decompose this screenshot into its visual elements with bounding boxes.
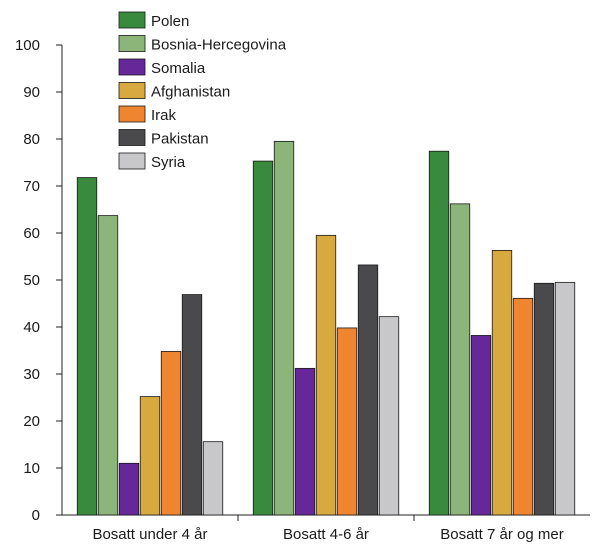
bar — [273, 140, 295, 516]
legend-label: Bosnia-Hercegovina — [151, 37, 287, 54]
bar — [181, 294, 203, 516]
y-tick-label: 50 — [23, 272, 40, 289]
y-tick-label: 20 — [23, 413, 40, 430]
bar — [202, 441, 224, 516]
legend-label: Afghanistan — [151, 84, 230, 101]
bar — [378, 316, 400, 516]
legend-swatch — [118, 129, 146, 146]
bar — [357, 264, 379, 516]
chart-axes: 0 10 20 30 40 50 60 70 80 90 100 Bosatt under 4 år B… — [15, 37, 590, 543]
legend-label: Syria — [151, 154, 186, 171]
legend-swatch — [118, 11, 146, 29]
bar — [428, 150, 450, 516]
y-tick-label: 10 — [23, 460, 40, 477]
chart-legend: Polen Bosnia-Hercegovina Somalia Afghanista… — [118, 11, 287, 171]
bar — [118, 462, 140, 516]
x-category-label: Bosatt 7 år og mer — [440, 526, 563, 543]
bar — [512, 297, 534, 516]
y-tick-label: 100 — [15, 37, 40, 54]
y-tick-label: 0 — [32, 507, 40, 524]
bar — [491, 249, 513, 516]
bar — [470, 335, 492, 516]
y-tick-label: 70 — [23, 178, 40, 195]
bar — [252, 160, 274, 516]
bar — [533, 282, 555, 516]
legend-label: Somalia — [151, 60, 206, 77]
chart-bars — [76, 140, 576, 516]
bar — [449, 203, 471, 516]
legend-swatch — [118, 152, 146, 170]
y-tick-label: 90 — [23, 84, 40, 101]
y-tick-label: 80 — [23, 131, 40, 148]
bar — [76, 177, 98, 516]
legend-swatch — [118, 35, 146, 52]
y-tick-label: 40 — [23, 319, 40, 336]
x-category-label: Bosatt 4-6 år — [283, 526, 369, 543]
legend-label: Pakistan — [151, 131, 209, 148]
bar — [160, 351, 182, 516]
bar — [336, 327, 358, 516]
bar — [315, 234, 337, 516]
x-category-label: Bosatt under 4 år — [92, 526, 207, 543]
legend-swatch — [118, 82, 146, 99]
bar — [294, 367, 316, 516]
legend-swatch — [118, 58, 146, 76]
bar — [97, 215, 119, 516]
bar — [554, 281, 576, 516]
bar — [139, 396, 161, 516]
legend-label: Polen — [151, 13, 189, 30]
legend-swatch — [118, 105, 146, 123]
y-tick-label: 30 — [23, 366, 40, 383]
y-tick-label: 60 — [23, 225, 40, 242]
legend-label: Irak — [151, 107, 177, 124]
